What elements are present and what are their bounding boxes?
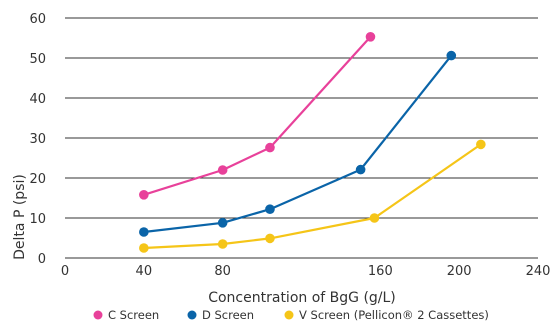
data-point (217, 165, 228, 175)
series-2 (139, 139, 486, 253)
y-tick-label: 50 (29, 52, 46, 67)
x-tick-label: 0 (61, 264, 69, 279)
legend-item: C Screen (93, 308, 159, 322)
y-tick-label: 20 (29, 172, 46, 187)
y-axis-ticks: 0 10 20 30 40 50 60 (29, 12, 46, 267)
data-point (139, 227, 149, 237)
x-tick-label: 40 (136, 264, 153, 279)
series-layer (139, 32, 486, 253)
data-point (265, 233, 275, 244)
gridlines (65, 17, 538, 259)
x-axis-title: Concentration of BgG (g/L) (208, 290, 396, 306)
data-point (265, 204, 275, 214)
legend-marker (93, 310, 103, 320)
data-point (355, 164, 366, 175)
legend-item: D Screen (187, 308, 254, 322)
legend-label: V Screen (Pellicon® 2 Cassettes) (299, 308, 489, 322)
series-1 (139, 50, 457, 237)
y-tick-label: 60 (29, 12, 46, 27)
series-line (143, 143, 482, 250)
legend-marker (187, 310, 197, 320)
x-tick-label: 200 (447, 264, 472, 279)
data-point (265, 142, 275, 153)
y-tick-label: 0 (38, 252, 46, 267)
data-point (369, 213, 380, 223)
data-point (217, 239, 228, 249)
series-line (143, 54, 453, 234)
x-axis-ticks: 0 40 80 160 200 240 (61, 264, 551, 279)
data-point (446, 50, 457, 61)
series-line (143, 36, 372, 196)
legend-marker (284, 310, 294, 320)
x-tick-label: 160 (368, 264, 393, 279)
y-tick-label: 30 (29, 132, 46, 147)
legend-label: D Screen (202, 308, 254, 322)
data-point (217, 218, 228, 228)
data-point (476, 139, 486, 150)
data-point (365, 32, 376, 42)
y-tick-label: 40 (29, 92, 46, 107)
x-tick-label: 80 (214, 264, 231, 279)
data-point (139, 243, 149, 253)
legend-label: C Screen (108, 308, 159, 322)
x-tick-label: 240 (526, 264, 551, 279)
legend-item: V Screen (Pellicon® 2 Cassettes) (284, 308, 489, 322)
series-0 (139, 32, 376, 200)
y-tick-label: 10 (29, 212, 46, 227)
y-axis-title: Delta P (psi) (12, 174, 28, 260)
data-point (139, 190, 149, 200)
legend: C Screen D Screen V Screen (Pellicon® 2 Ca… (93, 308, 489, 322)
